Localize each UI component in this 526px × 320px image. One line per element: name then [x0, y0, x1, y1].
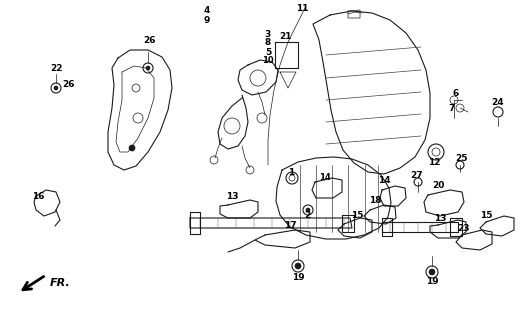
Text: 15: 15 — [351, 211, 363, 220]
Text: FR.: FR. — [50, 278, 71, 288]
Circle shape — [54, 86, 58, 90]
Text: 12: 12 — [428, 157, 440, 166]
Circle shape — [306, 208, 310, 212]
Text: 3: 3 — [265, 29, 271, 38]
Circle shape — [295, 263, 301, 269]
Circle shape — [129, 145, 135, 151]
Text: 19: 19 — [426, 277, 438, 286]
Text: 22: 22 — [50, 63, 62, 73]
Text: 11: 11 — [296, 4, 308, 12]
Text: 13: 13 — [434, 213, 446, 222]
Text: 23: 23 — [458, 223, 470, 233]
Text: 1: 1 — [288, 167, 294, 177]
Circle shape — [429, 269, 435, 275]
Text: 16: 16 — [32, 191, 44, 201]
Text: 13: 13 — [226, 191, 238, 201]
Text: 19: 19 — [292, 274, 305, 283]
Text: 14: 14 — [378, 175, 390, 185]
Text: 2: 2 — [304, 211, 310, 220]
Text: 8: 8 — [265, 37, 271, 46]
Text: 26: 26 — [62, 79, 74, 89]
Text: 21: 21 — [280, 31, 292, 41]
Text: 7: 7 — [449, 103, 455, 113]
Text: 9: 9 — [204, 15, 210, 25]
Text: 25: 25 — [456, 154, 468, 163]
Text: 18: 18 — [369, 196, 381, 204]
Text: 27: 27 — [411, 171, 423, 180]
Text: 24: 24 — [492, 98, 504, 107]
Text: 6: 6 — [453, 89, 459, 98]
Text: 4: 4 — [204, 5, 210, 14]
Circle shape — [146, 66, 150, 70]
Text: 10: 10 — [262, 55, 274, 65]
Text: 14: 14 — [319, 172, 331, 181]
Text: 26: 26 — [144, 36, 156, 44]
Text: 20: 20 — [432, 180, 444, 189]
Text: 15: 15 — [480, 211, 492, 220]
Text: 17: 17 — [284, 220, 296, 229]
Text: 5: 5 — [265, 47, 271, 57]
